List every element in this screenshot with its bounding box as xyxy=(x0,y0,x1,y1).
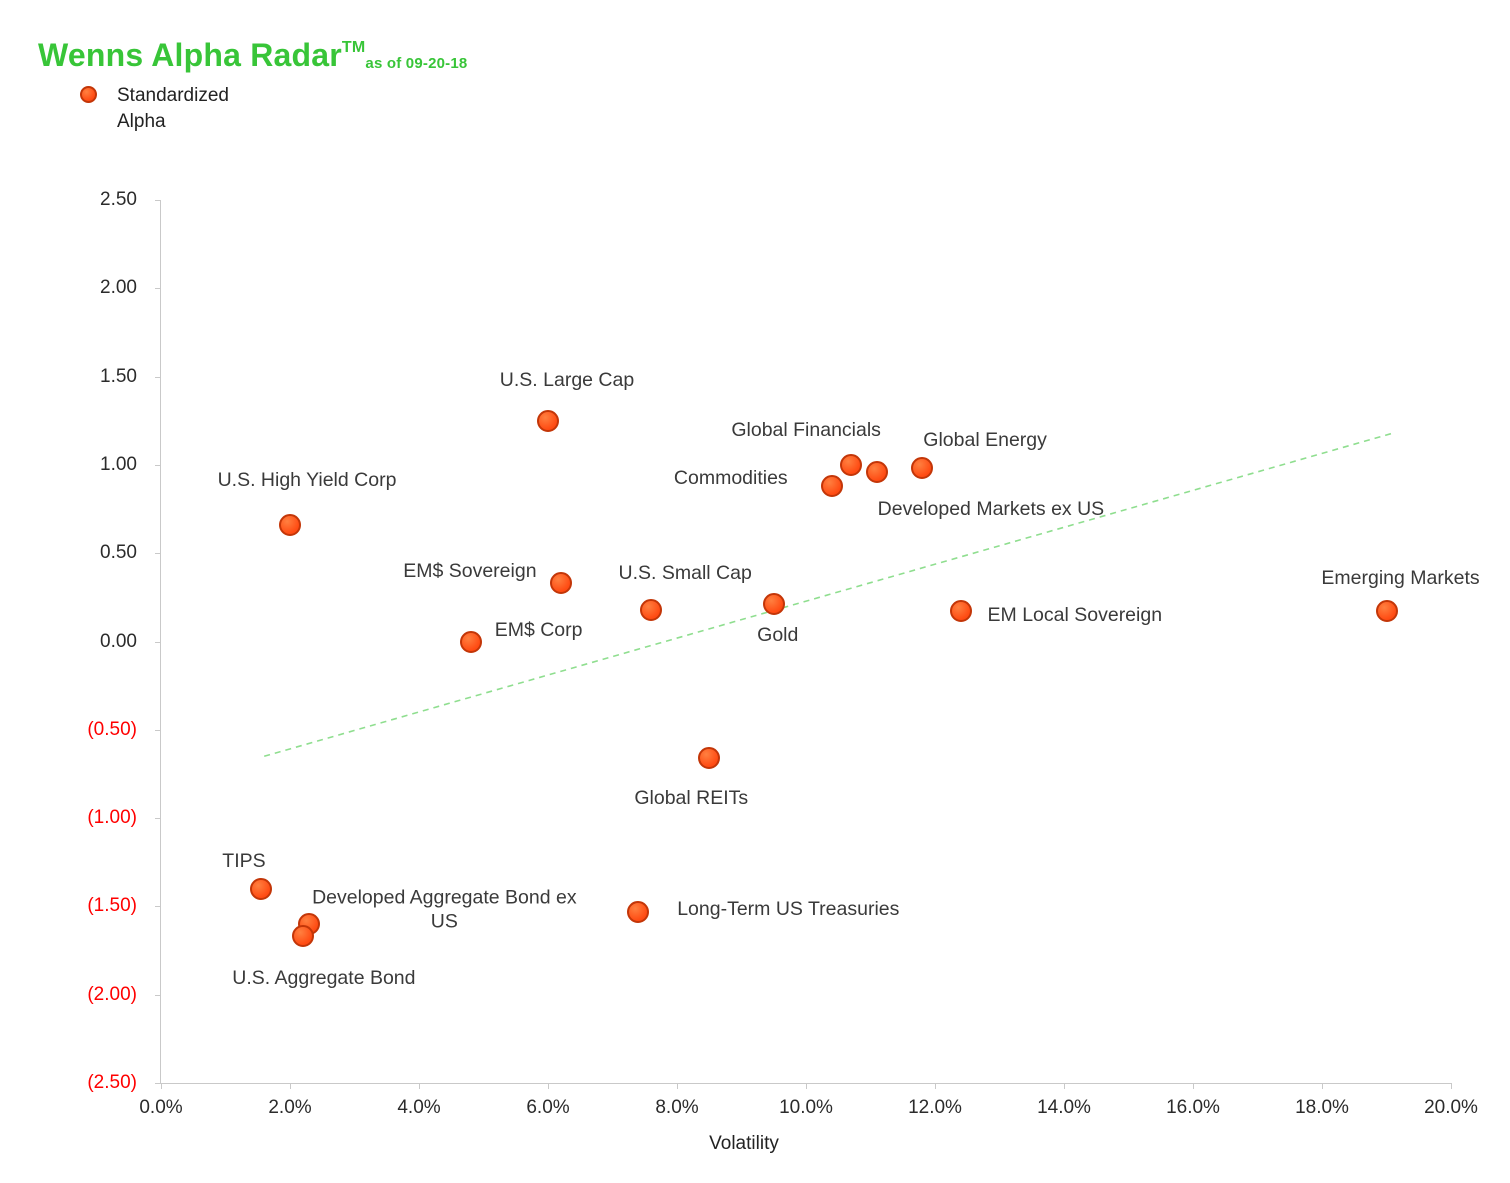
data-point-label: EM Local Sovereign xyxy=(987,604,1163,627)
data-point-dot xyxy=(249,877,272,900)
data-point-label: Developed Aggregate Bond ex US xyxy=(312,886,577,934)
data-point-dot xyxy=(549,572,572,595)
y-tick-label: (1.00) xyxy=(87,807,137,829)
scatter-plot-area: 2.50 2.00 1.50 1.00 0.50 0.00 (0.50) (1.00) (1.5… xyxy=(87,189,1479,1118)
y-tick-mark xyxy=(155,729,161,731)
x-tick-mark xyxy=(1451,1083,1452,1089)
y-tick-mark xyxy=(155,288,161,290)
data-point-dot xyxy=(279,513,301,536)
data-point-label: U.S. Small Cap xyxy=(618,561,752,584)
x-tick-mark xyxy=(806,1083,807,1089)
x-tick-mark xyxy=(935,1083,936,1089)
data-point-dot xyxy=(291,925,314,948)
data-point-label: Developed Markets ex US xyxy=(877,497,1105,520)
page-title-main: Wenns Alpha Radar xyxy=(38,37,342,74)
data-point-dot xyxy=(762,593,785,616)
data-point-dot xyxy=(820,475,843,498)
y-tick-mark xyxy=(155,994,161,996)
data-point-dot xyxy=(949,600,972,623)
x-tick-label: 4.0% xyxy=(397,1097,441,1118)
y-tick-label: 2.00 xyxy=(100,277,137,299)
trend-line-layer xyxy=(263,432,1394,758)
x-tick-label: 18.0% xyxy=(1295,1097,1349,1118)
page-title: Wenns Alpha RadarTMas of 09-20-18 xyxy=(38,37,467,74)
x-tick-mark xyxy=(290,1083,291,1089)
y-tick-label: 1.00 xyxy=(100,453,137,475)
data-point-dot xyxy=(640,598,663,621)
x-tick-mark xyxy=(1193,1083,1194,1089)
x-tick-label: 2.0% xyxy=(268,1097,312,1118)
y-tick-label: 1.50 xyxy=(100,365,137,387)
trademark-superscript: TM xyxy=(341,39,366,57)
x-tick-mark xyxy=(677,1083,678,1089)
y-tick-label: 0.50 xyxy=(100,542,137,564)
x-tick-mark xyxy=(419,1083,420,1089)
data-point-label: TIPS xyxy=(222,849,266,872)
x-tick-label: 10.0% xyxy=(779,1097,833,1118)
y-tick-mark xyxy=(155,464,161,466)
data-point-label: Emerging Markets xyxy=(1321,567,1480,590)
data-point-dot xyxy=(627,900,650,923)
y-tick-label: (0.50) xyxy=(87,718,137,740)
data-point-label: Global Energy xyxy=(923,429,1047,452)
data-point-label: EM$ Sovereign xyxy=(403,560,537,583)
y-tick-label: 0.00 xyxy=(100,630,137,652)
x-tick-mark xyxy=(161,1083,162,1089)
data-point-dot xyxy=(1375,600,1398,623)
x-tick-label: 20.0% xyxy=(1424,1097,1478,1118)
data-point-dot xyxy=(537,409,559,432)
x-axis-title: Volatility xyxy=(709,1133,779,1154)
y-tick-mark xyxy=(155,200,161,201)
legend-marker-icon xyxy=(80,86,97,103)
data-point-dot xyxy=(911,457,934,480)
as-of-date: as of 09-20-18 xyxy=(365,55,468,73)
data-point-label: Global Financials xyxy=(731,418,881,441)
x-tick-mark xyxy=(548,1083,549,1089)
data-point-dot xyxy=(459,630,482,653)
data-point-label: Long-Term US Treasuries xyxy=(677,897,900,920)
y-tick-mark xyxy=(155,376,161,378)
data-point-label: EM$ Corp xyxy=(494,618,583,641)
y-tick-label: 2.50 xyxy=(100,189,137,210)
data-point-dot xyxy=(698,747,721,770)
legend: Standardized Alpha xyxy=(80,83,229,134)
data-point-label: Global REITs xyxy=(634,786,749,809)
data-point-label: U.S. High Yield Corp xyxy=(217,468,397,491)
x-tick-label: 0.0% xyxy=(139,1097,183,1118)
legend-label: Standardized Alpha xyxy=(117,85,229,132)
y-tick-mark xyxy=(155,553,161,555)
data-point-label: U.S. Large Cap xyxy=(499,368,635,391)
x-tick-mark xyxy=(1322,1083,1323,1089)
y-tick-label: (2.00) xyxy=(87,983,137,1005)
x-tick-mark xyxy=(1064,1083,1065,1089)
y-tick-label: (1.50) xyxy=(87,895,137,917)
x-tick-label: 8.0% xyxy=(655,1097,699,1118)
y-tick-mark xyxy=(155,906,161,908)
data-point-dot xyxy=(865,460,888,483)
data-point-label: Gold xyxy=(757,624,799,647)
data-point-label: Commodities xyxy=(673,466,788,489)
y-tick-label: (2.50) xyxy=(87,1072,137,1093)
y-tick-mark xyxy=(155,641,161,643)
data-point-dot xyxy=(840,453,863,476)
x-tick-label: 12.0% xyxy=(908,1097,962,1118)
x-tick-label: 6.0% xyxy=(526,1097,570,1118)
data-point-label: U.S. Aggregate Bond xyxy=(232,967,416,990)
x-tick-label: 16.0% xyxy=(1166,1097,1220,1118)
x-tick-label: 14.0% xyxy=(1037,1097,1091,1118)
y-tick-mark xyxy=(155,818,161,820)
y-tick-mark xyxy=(155,1083,161,1084)
